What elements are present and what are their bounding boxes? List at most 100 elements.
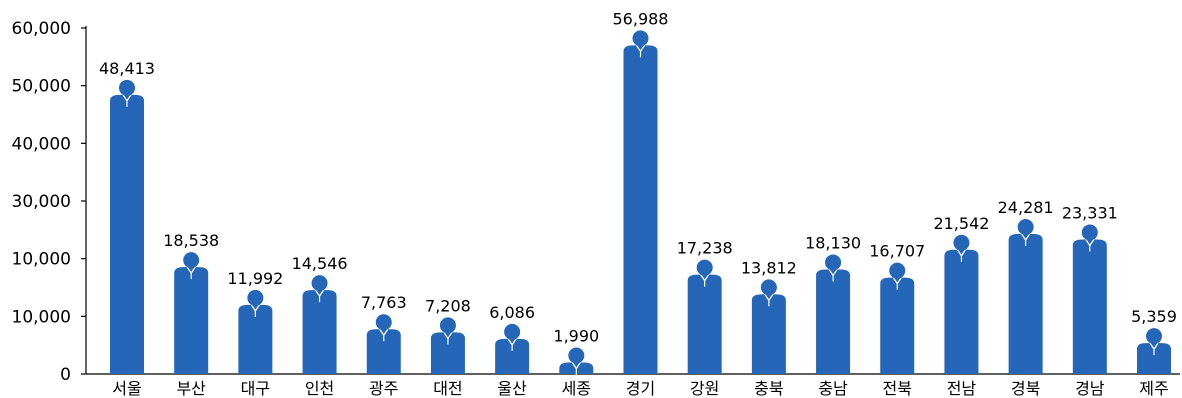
- bar: [238, 289, 273, 374]
- person-head-icon: [1017, 218, 1034, 235]
- person-head-icon: [889, 262, 906, 279]
- person-head-icon: [760, 279, 777, 296]
- collar-icon: [379, 328, 389, 337]
- y-tick-label: 10,000: [12, 307, 71, 327]
- data-label: 21,542: [933, 214, 989, 233]
- y-tick-label: 60,000: [12, 19, 71, 39]
- data-label: 17,238: [677, 239, 733, 258]
- person-head-icon: [183, 252, 200, 269]
- x-tick-label: 전북: [883, 379, 912, 398]
- data-label: 18,538: [163, 231, 219, 250]
- data-label: 7,208: [425, 296, 471, 315]
- bar: [944, 234, 979, 374]
- collar-icon: [892, 277, 902, 285]
- bar-body: [1072, 239, 1107, 374]
- y-tick-label: 50,000: [12, 77, 71, 97]
- person-head-icon: [119, 79, 135, 96]
- x-tick-label: 제주: [1139, 379, 1168, 398]
- data-label: 18,130: [805, 233, 861, 252]
- x-tick-label: 대구: [241, 379, 270, 398]
- bar-body: [430, 332, 465, 374]
- collar-icon: [507, 338, 517, 347]
- x-tick-label: 서울: [112, 379, 141, 398]
- person-head-icon: [1146, 328, 1162, 345]
- bar-body: [238, 304, 273, 374]
- data-label: 11,992: [227, 269, 283, 288]
- bar-body: [944, 249, 979, 374]
- data-label: 23,331: [1062, 203, 1118, 222]
- bar-body: [1137, 343, 1171, 374]
- bar-body: [174, 267, 209, 374]
- bar: [880, 262, 915, 374]
- bar: [1008, 218, 1043, 374]
- category-labels: 서울 부산 대구 인천 광주 대전 울산 세종 경기 강원 충북 충남 전북 전남 경북 경남 제주: [112, 379, 1168, 398]
- person-head-icon: [632, 30, 649, 47]
- bar-series: [110, 30, 1171, 375]
- person-head-icon: [504, 323, 521, 340]
- x-tick-label: 전남: [947, 379, 977, 398]
- data-label: 1,990: [553, 327, 599, 346]
- collar-icon: [956, 249, 966, 257]
- person-head-icon: [439, 317, 456, 334]
- x-tick-label: 강원: [690, 379, 719, 398]
- collar-icon: [250, 304, 260, 313]
- x-tick-label: 광주: [369, 379, 398, 398]
- x-tick-label: 경남: [1075, 379, 1105, 398]
- bar-body: [751, 294, 786, 374]
- bar-body: [880, 277, 915, 374]
- collar-icon: [700, 274, 710, 282]
- bar: [366, 314, 401, 374]
- x-tick-label: 부산: [176, 379, 206, 398]
- person-head-icon: [953, 234, 970, 251]
- bar-body: [623, 45, 658, 374]
- collar-icon: [122, 94, 132, 102]
- bar-body: [495, 338, 530, 374]
- bar-body: [302, 290, 337, 374]
- value-labels: 48,413 18,538 11,992 14,546 7,763 7,208 6,086 1…: [99, 9, 1177, 345]
- data-label: 24,281: [998, 198, 1054, 217]
- data-label: 16,707: [869, 242, 925, 261]
- collar-icon: [571, 362, 581, 370]
- y-tick-label: 30,000: [12, 192, 71, 212]
- y-tick-label: 40,000: [12, 134, 71, 154]
- x-tick-label: 대전: [433, 379, 462, 398]
- data-label: 6,086: [489, 303, 535, 322]
- person-head-icon: [247, 289, 264, 306]
- bar-body: [110, 94, 144, 375]
- data-label: 5,359: [1131, 307, 1177, 326]
- y-tick-label: 10,000: [12, 250, 71, 270]
- x-tick-label: 세종: [562, 379, 591, 398]
- bar: [495, 323, 530, 374]
- x-tick-label: 경북: [1011, 379, 1040, 398]
- data-label: 56,988: [613, 9, 669, 28]
- bar: [559, 347, 594, 375]
- bar-body: [816, 269, 851, 374]
- collar-icon: [1149, 342, 1159, 351]
- person-head-icon: [311, 275, 328, 292]
- person-head-icon: [696, 259, 713, 276]
- collar-icon: [315, 289, 325, 298]
- x-tick-label: 충남: [818, 379, 848, 398]
- person-head-icon: [825, 254, 842, 271]
- data-label: 48,413: [99, 59, 155, 78]
- x-tick-label: 충북: [754, 379, 783, 398]
- data-label: 7,763: [361, 293, 407, 312]
- person-head-icon: [375, 314, 392, 331]
- bar: [1072, 224, 1107, 374]
- bar-body: [366, 329, 401, 374]
- bar: [687, 259, 722, 374]
- bar: [302, 275, 337, 374]
- bar: [174, 252, 209, 374]
- y-tick-label: 0: [60, 365, 71, 385]
- bar-body: [1008, 233, 1043, 374]
- bar: [430, 317, 465, 374]
- bar: [110, 79, 144, 375]
- collar-icon: [828, 269, 838, 277]
- bar: [1137, 328, 1171, 374]
- person-head-icon: [1081, 224, 1098, 241]
- x-tick-label: 울산: [497, 379, 527, 398]
- data-label: 13,812: [741, 258, 797, 277]
- y-axis: 0 10,000 10,000 30,000 40,000 50,000 60,000: [12, 19, 87, 385]
